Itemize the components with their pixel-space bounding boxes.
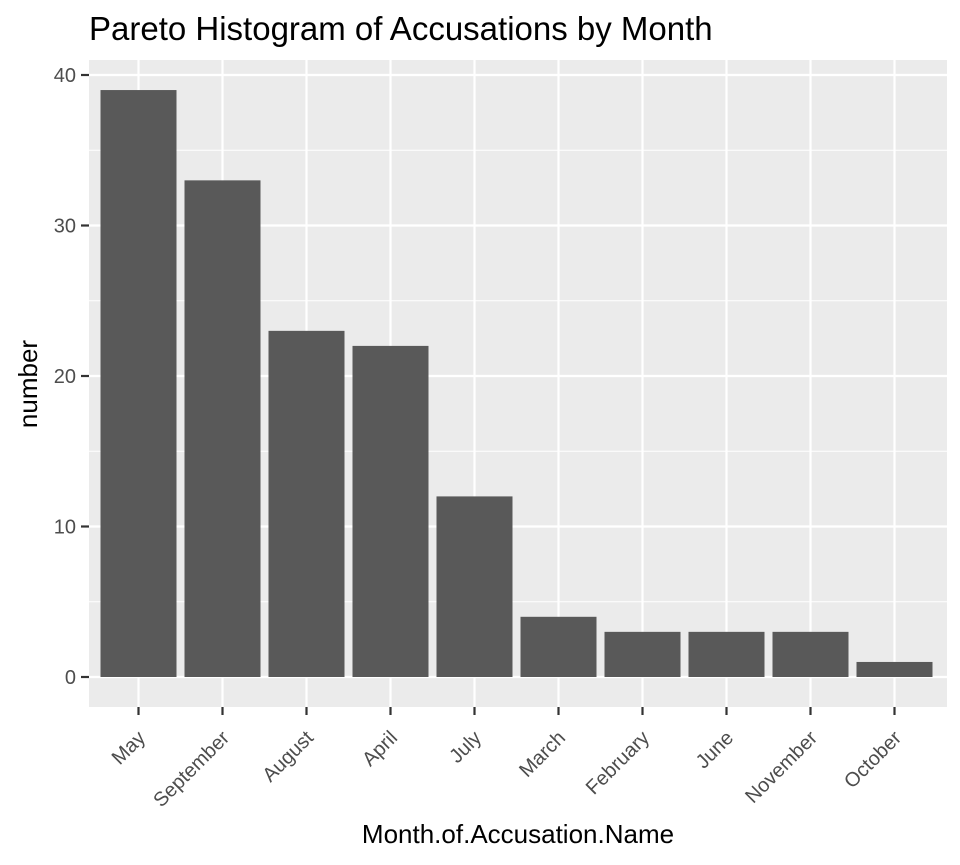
x-tick-label-february: February bbox=[582, 727, 654, 799]
y-tick-label: 40 bbox=[54, 65, 76, 87]
x-tick-label-august: August bbox=[258, 727, 318, 787]
bar-august bbox=[268, 330, 345, 677]
bar-march bbox=[520, 616, 597, 677]
x-tick-label-november: November bbox=[741, 727, 822, 808]
x-tick-label-september: September bbox=[149, 727, 234, 812]
x-axis-title: Month.of.Accusation.Name bbox=[362, 819, 674, 849]
bar-may bbox=[100, 90, 177, 678]
bar-february bbox=[604, 631, 681, 677]
x-tick-label-october: October bbox=[840, 727, 906, 793]
chart-title: Pareto Histogram of Accusations by Month bbox=[89, 10, 713, 47]
bar-november bbox=[772, 631, 849, 677]
y-axis: 0 10 20 30 40 bbox=[54, 65, 89, 689]
bar-october bbox=[856, 661, 933, 677]
bars bbox=[100, 90, 933, 678]
x-tick-label-may: May bbox=[108, 727, 150, 769]
y-tick-label: 0 bbox=[65, 667, 76, 689]
x-tick-label-march: March bbox=[515, 727, 570, 782]
y-axis-title: number bbox=[13, 340, 43, 428]
bar-june bbox=[688, 631, 765, 677]
y-tick-label: 10 bbox=[54, 517, 76, 539]
x-tick-label-july: July bbox=[445, 727, 486, 768]
bar-april bbox=[352, 345, 429, 677]
x-tick-label-april: April bbox=[358, 727, 402, 771]
bar-july bbox=[436, 496, 513, 677]
x-tick-label-june: June bbox=[692, 727, 738, 773]
y-tick-label: 30 bbox=[54, 216, 76, 238]
bar-september bbox=[184, 180, 261, 677]
y-tick-label: 20 bbox=[54, 366, 76, 388]
x-axis: May September August April July March February… bbox=[108, 707, 906, 812]
